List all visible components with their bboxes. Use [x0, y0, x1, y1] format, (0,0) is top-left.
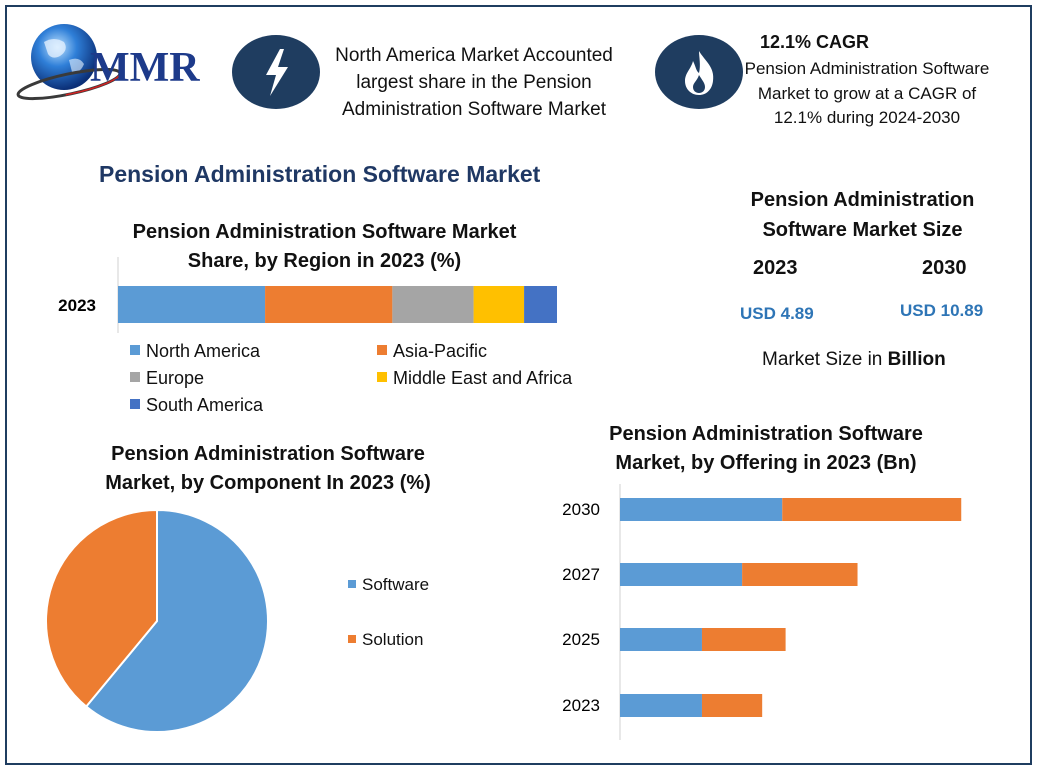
legend-label: South America: [146, 395, 264, 415]
cagr-title: 12.1% CAGR: [760, 32, 870, 52]
offering-year-label-2027: 2027: [562, 565, 600, 584]
offering-bar-2027-segment-1: [620, 563, 743, 586]
legend-solution: Solution: [348, 630, 423, 650]
legend-north-america: North America: [130, 341, 260, 362]
offering-year-label-2025: 2025: [562, 630, 600, 649]
cagr-description: Pension Administration Software Market t…: [744, 59, 990, 127]
legend-swatch: [130, 372, 140, 382]
legend-swatch: [348, 580, 356, 588]
region-bar-north-america: [118, 286, 266, 323]
region-bar-asia-pacific: [265, 286, 393, 323]
offering-bar-2030-segment-1: [620, 498, 783, 521]
offering-bar-2025-segment-1: [620, 628, 702, 651]
mmr-logo: MMR: [14, 12, 214, 112]
pie-slice-solution: [45, 508, 158, 708]
unit-prefix: Market Size in: [762, 349, 888, 370]
infographic-frame: [5, 5, 1032, 765]
market-size-year-2030: 2030: [922, 257, 967, 279]
market-size-unit: Market Size in Billion: [762, 349, 946, 371]
lightning-icon: [232, 35, 320, 109]
legend-label: Middle East and Africa: [393, 368, 573, 388]
highlight-north-america: North America Market Accounted largest s…: [335, 45, 613, 120]
legend-label: North America: [146, 341, 261, 361]
region-category-label: 2023: [58, 296, 96, 315]
market-size-value-2030: USD 10.89: [900, 301, 984, 320]
legend-swatch: [130, 345, 140, 355]
offering-bar-2027-segment-2: [742, 563, 858, 586]
legend-software: Software: [348, 575, 429, 595]
unit-bold: Billion: [887, 349, 946, 370]
logo-text: MMR: [90, 45, 200, 91]
offering-year-label-2023: 2023: [562, 696, 600, 715]
legend-asia-pacific: Asia-Pacific: [377, 341, 487, 362]
region-bar-europe: [392, 286, 474, 323]
legend-swatch: [377, 345, 387, 355]
offering-bar-2023-segment-1: [620, 694, 702, 717]
legend-label: Software: [362, 575, 430, 594]
legend-middle-east-and-africa: Middle East and Africa: [377, 368, 572, 389]
offering-year-label-2030: 2030: [562, 500, 600, 519]
component-chart-title: Pension Administration Software Market, …: [105, 443, 431, 494]
offering-chart-title: Pension Administration Software Market, …: [609, 423, 923, 474]
market-size-year-2023: 2023: [753, 257, 798, 279]
legend-label: Solution: [362, 630, 424, 649]
main-title: Pension Administration Software Market: [99, 161, 541, 187]
legend-swatch: [377, 372, 387, 382]
legend-swatch: [348, 635, 356, 643]
legend-label: Europe: [146, 368, 205, 388]
region-bar-middle-east-and-africa: [473, 286, 525, 323]
legend-europe: Europe: [130, 368, 204, 389]
region-chart-title: Pension Administration Software Market S…: [132, 221, 517, 272]
component-pie-chart: [45, 508, 269, 733]
offering-chart: 2030 2027 2025 2023: [562, 484, 962, 740]
region-chart: 2023: [58, 257, 557, 333]
offering-bar-2023-segment-2: [701, 694, 763, 717]
region-bar-south-america: [524, 286, 557, 323]
legend-south-america: South America: [130, 395, 263, 416]
flame-icon: [655, 35, 743, 109]
legend-swatch: [130, 399, 140, 409]
pie-slice-software: [84, 508, 269, 733]
market-size-value-2023: USD 4.89: [740, 304, 814, 323]
market-size-title: Pension Administration Software Market S…: [750, 189, 975, 241]
offering-bar-2025-segment-2: [701, 628, 786, 651]
globe-icon: [16, 24, 122, 101]
offering-bar-2030-segment-2: [782, 498, 962, 521]
legend-label: Asia-Pacific: [393, 341, 488, 361]
